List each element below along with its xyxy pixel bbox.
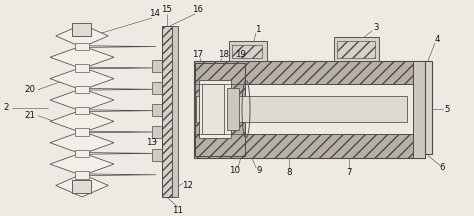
Text: 3: 3	[373, 23, 379, 32]
Polygon shape	[89, 67, 156, 69]
Polygon shape	[56, 24, 108, 47]
Bar	[152, 104, 162, 116]
Text: 7: 7	[346, 168, 352, 177]
Bar	[73, 23, 91, 36]
Text: 8: 8	[286, 168, 292, 177]
Bar	[194, 84, 413, 134]
Polygon shape	[56, 174, 108, 197]
Polygon shape	[89, 131, 156, 133]
Bar	[196, 96, 407, 122]
Bar	[73, 180, 91, 193]
Text: 2: 2	[3, 103, 9, 112]
Polygon shape	[50, 89, 114, 111]
Text: 6: 6	[439, 163, 445, 172]
Bar	[413, 61, 425, 157]
Text: 12: 12	[182, 181, 193, 190]
Text: 4: 4	[434, 35, 440, 44]
Bar	[75, 86, 89, 93]
Polygon shape	[50, 153, 114, 176]
Bar	[229, 41, 267, 61]
Bar	[425, 61, 432, 154]
Bar	[75, 43, 89, 50]
Text: 15: 15	[162, 5, 173, 14]
Polygon shape	[50, 46, 114, 69]
Bar	[162, 26, 172, 197]
Polygon shape	[89, 46, 156, 47]
Bar	[199, 80, 231, 138]
Text: 5: 5	[444, 105, 450, 114]
Text: 1: 1	[255, 25, 261, 34]
Bar	[152, 82, 162, 94]
Polygon shape	[89, 110, 156, 111]
Text: 18: 18	[219, 50, 229, 59]
Bar	[152, 126, 162, 138]
Bar	[334, 37, 379, 61]
Text: 10: 10	[229, 166, 240, 175]
Polygon shape	[50, 67, 114, 90]
Text: 14: 14	[149, 10, 161, 18]
Polygon shape	[50, 110, 114, 133]
Bar	[195, 63, 245, 156]
Polygon shape	[50, 131, 114, 154]
Text: 13: 13	[146, 138, 157, 147]
Bar	[75, 171, 89, 179]
Bar	[75, 107, 89, 114]
Polygon shape	[89, 89, 156, 90]
Bar	[202, 84, 224, 134]
Bar	[172, 26, 177, 197]
Text: 19: 19	[235, 50, 246, 59]
Text: 11: 11	[173, 206, 183, 215]
Text: 17: 17	[192, 50, 203, 59]
Text: 16: 16	[192, 5, 203, 14]
Bar	[152, 60, 162, 72]
Text: 9: 9	[256, 166, 262, 175]
Bar	[194, 61, 425, 157]
Bar	[227, 88, 239, 130]
Text: 21: 21	[25, 111, 36, 120]
Text: 20: 20	[25, 85, 36, 94]
Bar	[75, 64, 89, 72]
Polygon shape	[89, 174, 156, 176]
Bar	[152, 149, 162, 160]
Polygon shape	[89, 153, 156, 154]
Bar	[337, 41, 375, 58]
Bar	[232, 45, 262, 58]
Bar	[75, 128, 89, 136]
Bar	[75, 150, 89, 157]
